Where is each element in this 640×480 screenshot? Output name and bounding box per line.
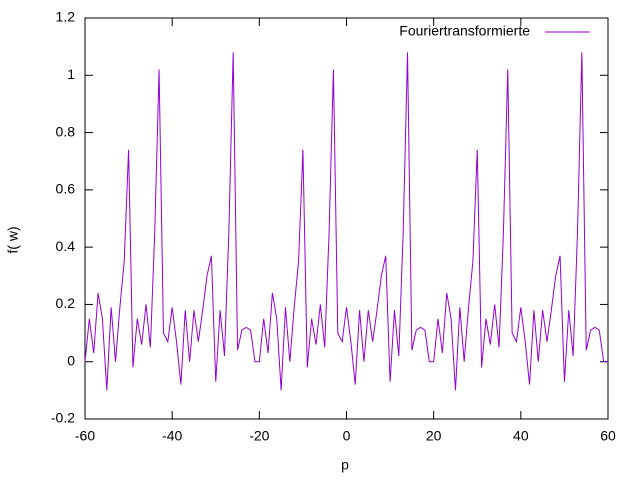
- y-tick-label: -0.2: [51, 410, 75, 426]
- y-tick-label: 0.2: [56, 295, 76, 311]
- x-tick-label: 40: [513, 428, 529, 444]
- y-tick-label: 0.4: [56, 238, 76, 254]
- plot-frame: [84, 17, 609, 420]
- y-tick-label: 1.2: [56, 9, 76, 25]
- data-line: [84, 52, 608, 391]
- x-tick-label: 20: [426, 428, 442, 444]
- x-tick-label: -40: [162, 428, 182, 444]
- y-axis-label: f( w): [5, 226, 21, 253]
- legend-label: Fouriertransformierte: [399, 23, 530, 39]
- y-tick-label: 1: [67, 66, 75, 82]
- y-tick-label: 0: [67, 352, 75, 368]
- x-tick-label: -20: [249, 428, 269, 444]
- y-tick-label: 0.6: [56, 181, 76, 197]
- x-axis-label: p: [341, 457, 349, 473]
- x-tick-label: -60: [75, 428, 95, 444]
- x-tick-label: 0: [343, 428, 351, 444]
- x-tick-label: 60: [600, 428, 616, 444]
- y-tick-label: 0.8: [56, 123, 76, 139]
